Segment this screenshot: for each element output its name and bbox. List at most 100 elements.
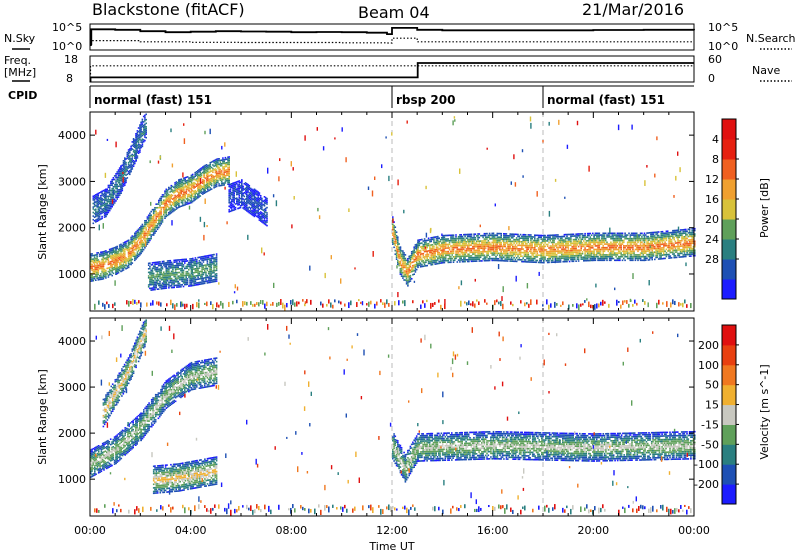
power-echo-cell	[219, 179, 222, 181]
power-echo-cell	[214, 159, 217, 161]
power-echo-cell	[149, 212, 151, 215]
power-echo-cell	[166, 278, 169, 280]
power-echo-cell	[202, 171, 204, 174]
power-echo-cell	[513, 260, 515, 263]
power-echo-cell	[532, 252, 535, 254]
power-echo-cell	[130, 161, 132, 164]
power-echo-cell	[494, 259, 496, 262]
power-echo-cell	[514, 258, 517, 261]
power-echo-cell	[191, 189, 194, 192]
power-echo-cell	[113, 259, 116, 262]
power-echo-cell	[150, 283, 152, 286]
power-echo-cell	[484, 247, 487, 249]
power-echo-cell	[417, 257, 419, 260]
power-echo-cell	[194, 284, 197, 286]
power-echo-cell	[178, 282, 181, 285]
power-echo-cell	[244, 191, 247, 193]
power-echo-cell	[127, 239, 130, 242]
power-echo-cell	[122, 160, 125, 162]
power-echo-cell	[534, 252, 536, 254]
power-echo-cell	[149, 271, 151, 273]
power-echo-cell	[395, 236, 398, 239]
power-echo-cell	[518, 240, 521, 243]
power-echo-cell	[190, 198, 193, 200]
power-echo-cell	[151, 274, 154, 277]
power-echo-cell	[474, 244, 477, 246]
power-echo-cell	[487, 241, 490, 244]
power-echo-cell	[262, 222, 264, 224]
power-echo-cell	[126, 166, 129, 168]
power-echo-cell	[419, 239, 422, 241]
power-echo-cell	[206, 260, 209, 263]
power-echo-cell	[244, 201, 247, 204]
power-echo-cell	[528, 243, 531, 245]
power-echo-cell	[506, 238, 509, 241]
power-echo-cell	[90, 253, 92, 255]
power-echo-cell	[470, 233, 473, 236]
power-echo-cell	[191, 195, 194, 197]
power-echo-cell	[209, 188, 212, 191]
power-echo-cell	[189, 258, 191, 260]
power-echo-cell	[459, 253, 461, 256]
power-echo-cell	[423, 241, 426, 244]
power-echo-cell	[126, 153, 129, 156]
power-echo-cell	[220, 181, 223, 183]
power-echo-cell	[182, 265, 185, 268]
power-echo-cell	[168, 285, 170, 287]
power-echo-cell	[557, 259, 559, 261]
power-echo-cell	[441, 260, 443, 262]
power-echo-cell	[419, 255, 422, 257]
power-echo-cell	[174, 266, 177, 269]
power-echo-cell	[473, 253, 475, 255]
power-echo-cell	[116, 267, 118, 269]
power-echo-cell	[517, 248, 519, 250]
power-echo-cell	[258, 194, 261, 196]
power-echo-cell	[115, 248, 117, 250]
power-echo-cell	[224, 169, 227, 172]
power-echo-cell	[537, 247, 540, 249]
power-echo-cell	[155, 207, 157, 209]
power-echo-cell	[503, 245, 505, 248]
power-echo-cell	[429, 262, 431, 265]
power-echo-cell	[124, 160, 126, 163]
power-echo-cell	[422, 261, 425, 264]
power-echo-cell	[103, 263, 106, 265]
power-echo-cell	[397, 236, 399, 238]
power-echo-cell	[466, 244, 469, 247]
power-echo-cell	[393, 237, 395, 240]
power-echo-cell	[131, 144, 134, 147]
power-echo-cell	[522, 233, 524, 236]
power-echo-cell	[510, 235, 513, 237]
power-echo-cell	[201, 281, 203, 283]
power-echo-cell	[115, 191, 117, 193]
power-echo-cell	[247, 191, 249, 193]
power-echo-cell	[508, 240, 510, 242]
power-echo-cell	[188, 177, 190, 179]
power-echo-cell	[427, 239, 430, 241]
power-echo-cell	[452, 234, 455, 236]
power-echo-cell	[185, 265, 187, 268]
power-echo-cell	[426, 246, 428, 249]
power-echo-cell	[543, 258, 545, 260]
power-echo-cell	[165, 188, 168, 191]
cpid-label: CPID	[8, 89, 37, 102]
power-echo-cell	[448, 252, 451, 255]
power-echo-cell	[115, 182, 117, 184]
power-echo-cell	[205, 266, 207, 268]
power-echo-cell	[137, 246, 140, 248]
power-echo-cell	[530, 237, 532, 240]
power-echo-cell	[523, 244, 526, 247]
power-echo-cell	[209, 261, 211, 264]
power-echo-cell	[201, 270, 203, 272]
power-echo-cell	[96, 255, 98, 258]
power-echo-cell	[100, 196, 102, 199]
power-echo-cell	[456, 248, 459, 251]
power-echo-cell	[482, 247, 484, 249]
power-echo-cell	[169, 279, 172, 282]
power-echo-cell	[394, 231, 397, 234]
power-echo-cell	[181, 260, 183, 263]
power-echo-cell	[426, 255, 428, 258]
power-echo-cell	[152, 274, 155, 277]
power-echo-cell	[135, 156, 137, 158]
power-echo-cell	[433, 258, 435, 260]
